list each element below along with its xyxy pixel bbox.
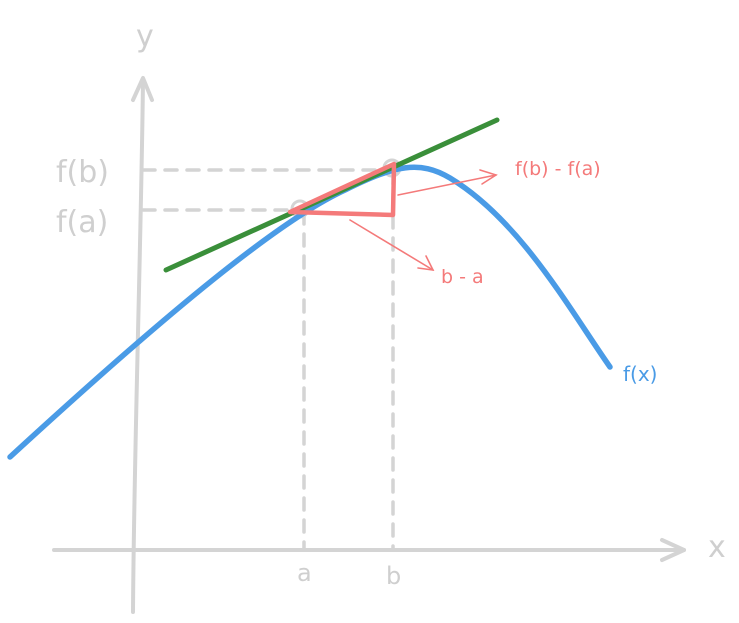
run-arrowhead — [417, 255, 435, 271]
run-label: b - a — [441, 266, 484, 288]
tick-label-a: a — [297, 559, 312, 587]
label-f-of-b: f(b) — [56, 155, 109, 190]
rise-arrowhead — [479, 169, 498, 185]
y-axis-arrowhead — [131, 76, 154, 102]
guide-lines — [141, 168, 395, 552]
y-axis — [131, 78, 145, 614]
x-axis-arrowhead — [660, 538, 686, 562]
curve-label: f(x) — [623, 362, 657, 386]
slope-triangle — [287, 161, 397, 218]
tick-label-b: b — [386, 562, 401, 590]
rise-arrow — [397, 174, 497, 196]
label-f-of-a: f(a) — [56, 205, 108, 240]
x-axis-label: x — [708, 530, 726, 565]
axes — [52, 76, 686, 614]
rise-label: f(b) - f(a) — [515, 158, 601, 180]
y-axis-label: y — [136, 19, 154, 54]
run-arrow — [349, 219, 434, 271]
annotation-arrows — [349, 169, 498, 271]
